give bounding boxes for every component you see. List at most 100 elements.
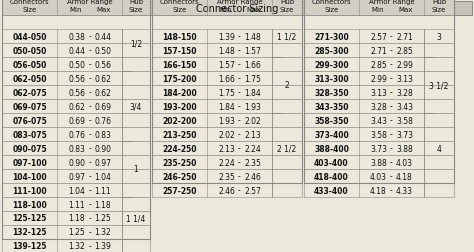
Text: -: - bbox=[390, 46, 393, 55]
Bar bbox=[2, 30, 122, 44]
Text: 4.03: 4.03 bbox=[396, 158, 413, 167]
Text: 2.57: 2.57 bbox=[370, 32, 387, 41]
Text: 3.58: 3.58 bbox=[370, 130, 387, 139]
Text: 2.46: 2.46 bbox=[218, 186, 235, 195]
Text: -: - bbox=[88, 46, 91, 55]
Bar bbox=[2, 44, 122, 58]
Text: -: - bbox=[88, 241, 91, 250]
Text: 083-075: 083-075 bbox=[12, 130, 47, 139]
Text: -: - bbox=[238, 74, 241, 83]
Text: 1.57: 1.57 bbox=[244, 46, 261, 55]
Text: 403-400: 403-400 bbox=[314, 158, 349, 167]
Text: Hub: Hub bbox=[280, 0, 294, 5]
Bar bbox=[424, 44, 454, 58]
Text: 0.76: 0.76 bbox=[94, 116, 111, 125]
Text: 3.73: 3.73 bbox=[370, 144, 387, 153]
Bar bbox=[424, 183, 454, 197]
Text: -: - bbox=[238, 186, 241, 195]
Bar bbox=[272, 169, 302, 183]
Text: -: - bbox=[390, 130, 393, 139]
Text: -: - bbox=[88, 116, 91, 125]
Text: 271-300: 271-300 bbox=[314, 32, 349, 41]
Text: 1.75: 1.75 bbox=[244, 74, 261, 83]
Text: 388-400: 388-400 bbox=[314, 144, 349, 153]
Bar bbox=[304, 30, 424, 44]
Bar bbox=[122, 58, 150, 72]
Bar bbox=[122, 239, 150, 252]
Text: 202-200: 202-200 bbox=[162, 116, 197, 125]
Text: -: - bbox=[88, 102, 91, 111]
Bar bbox=[424, 141, 454, 155]
Text: -: - bbox=[238, 102, 241, 111]
Text: 2.46: 2.46 bbox=[244, 172, 261, 181]
Text: -: - bbox=[88, 214, 91, 223]
Text: 090-075: 090-075 bbox=[12, 144, 47, 153]
Text: 184-200: 184-200 bbox=[162, 88, 197, 97]
Text: 1.04: 1.04 bbox=[94, 172, 111, 181]
Text: 2.85: 2.85 bbox=[370, 60, 387, 69]
Text: 1.32: 1.32 bbox=[68, 241, 85, 250]
Bar bbox=[122, 225, 150, 239]
Text: 148-150: 148-150 bbox=[162, 32, 197, 41]
Bar bbox=[424, 114, 454, 128]
Text: 2.24: 2.24 bbox=[244, 144, 261, 153]
Bar bbox=[424, 58, 454, 72]
Bar bbox=[152, 86, 272, 100]
Bar bbox=[304, 44, 424, 58]
Text: Armor Range: Armor Range bbox=[67, 0, 112, 5]
Bar bbox=[2, 239, 122, 252]
Text: 3.73: 3.73 bbox=[396, 130, 413, 139]
Text: -: - bbox=[238, 172, 241, 181]
Bar bbox=[424, 169, 454, 183]
Bar bbox=[2, 225, 122, 239]
Text: 3.43: 3.43 bbox=[396, 102, 413, 111]
Bar bbox=[424, 30, 454, 44]
Text: -: - bbox=[238, 60, 241, 69]
Text: 1.11: 1.11 bbox=[68, 200, 85, 209]
Bar bbox=[304, 155, 424, 169]
Bar bbox=[272, 183, 302, 197]
Text: 418-400: 418-400 bbox=[314, 172, 349, 181]
Text: Max: Max bbox=[97, 7, 111, 13]
Text: -: - bbox=[238, 116, 241, 125]
Bar bbox=[272, 128, 302, 141]
Text: 056-050: 056-050 bbox=[12, 60, 46, 69]
Text: 0.56: 0.56 bbox=[68, 74, 85, 83]
Text: 3/4: 3/4 bbox=[130, 102, 142, 111]
Text: Connectors: Connectors bbox=[160, 0, 199, 5]
Text: 3.58: 3.58 bbox=[396, 116, 413, 125]
Text: 2.13: 2.13 bbox=[218, 144, 235, 153]
Bar bbox=[304, 100, 424, 114]
Text: -: - bbox=[390, 172, 393, 181]
Bar bbox=[304, 58, 424, 72]
Bar bbox=[272, 100, 302, 114]
Text: Size: Size bbox=[129, 7, 143, 13]
Bar bbox=[304, 128, 424, 141]
Text: -: - bbox=[88, 32, 91, 41]
Text: 157-150: 157-150 bbox=[162, 46, 197, 55]
Text: 1.18: 1.18 bbox=[94, 200, 111, 209]
Bar bbox=[2, 114, 122, 128]
Text: 3.13: 3.13 bbox=[396, 74, 413, 83]
Text: 0.50: 0.50 bbox=[94, 46, 111, 55]
Bar bbox=[272, 58, 302, 72]
Text: 2.35: 2.35 bbox=[218, 172, 235, 181]
Bar bbox=[272, 30, 302, 44]
Text: 0.56: 0.56 bbox=[94, 60, 111, 69]
Text: Armor Range: Armor Range bbox=[217, 0, 262, 5]
Bar bbox=[122, 155, 150, 169]
Text: Size: Size bbox=[432, 7, 446, 13]
Bar bbox=[122, 86, 150, 100]
Bar bbox=[304, 169, 424, 183]
Bar bbox=[304, 141, 424, 155]
Text: Hub: Hub bbox=[432, 0, 446, 5]
Text: 0.50: 0.50 bbox=[68, 60, 85, 69]
Text: 104-100: 104-100 bbox=[12, 172, 47, 181]
Bar bbox=[2, 100, 122, 114]
Bar bbox=[272, 155, 302, 169]
Text: 4: 4 bbox=[437, 144, 441, 153]
Text: -: - bbox=[390, 116, 393, 125]
Text: 3.28: 3.28 bbox=[370, 102, 387, 111]
Text: 118-100: 118-100 bbox=[12, 200, 47, 209]
Text: 2.02: 2.02 bbox=[244, 116, 261, 125]
